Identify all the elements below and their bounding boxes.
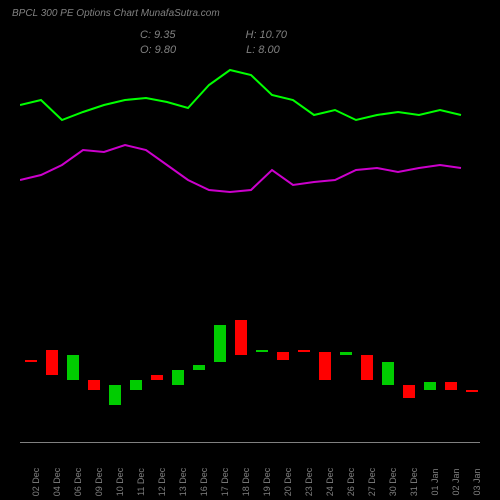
x-axis-label: 09 Dec — [94, 468, 104, 497]
x-axis-label: 30 Dec — [388, 468, 398, 497]
x-axis-label: 02 Dec — [31, 468, 41, 497]
x-axis-label: 27 Dec — [367, 468, 377, 497]
close-value: C: 9.35 — [140, 28, 175, 43]
x-axis-label: 10 Dec — [115, 468, 125, 497]
x-axis-label: 31 Dec — [409, 468, 419, 497]
ohlc-info: C: 9.35 H: 10.70 O: 9.80 L: 8.00 — [140, 28, 287, 59]
x-axis-label: 06 Dec — [73, 468, 83, 497]
x-axis-label: 23 Dec — [304, 468, 314, 497]
candlestick-chart — [20, 60, 480, 440]
x-axis-label: 02 Jan — [451, 468, 461, 495]
x-axis-label: 03 Jan — [472, 468, 482, 495]
x-axis-label: 13 Dec — [178, 468, 188, 497]
x-axis-label: 20 Dec — [283, 468, 293, 497]
x-axis-label: 11 Dec — [136, 468, 146, 496]
x-axis-label: 04 Dec — [52, 468, 62, 497]
x-axis-label: 16 Dec — [199, 468, 209, 497]
x-axis-label: 19 Dec — [262, 468, 272, 497]
x-axis-label: 26 Dec — [346, 468, 356, 497]
x-axis-label: 24 Dec — [325, 468, 335, 497]
x-axis-label: 01 Jan — [430, 468, 440, 495]
x-axis-label: 17 Dec — [220, 468, 230, 497]
low-value: L: 8.00 — [246, 43, 280, 58]
high-value: H: 10.70 — [245, 28, 287, 43]
x-axis: 02 Dec04 Dec06 Dec09 Dec10 Dec11 Dec12 D… — [20, 442, 480, 492]
chart-title: BPCL 300 PE Options Chart MunafaSutra.co… — [12, 8, 488, 19]
open-value: O: 9.80 — [140, 43, 176, 58]
x-axis-label: 18 Dec — [241, 468, 251, 497]
x-axis-label: 12 Dec — [157, 468, 167, 497]
